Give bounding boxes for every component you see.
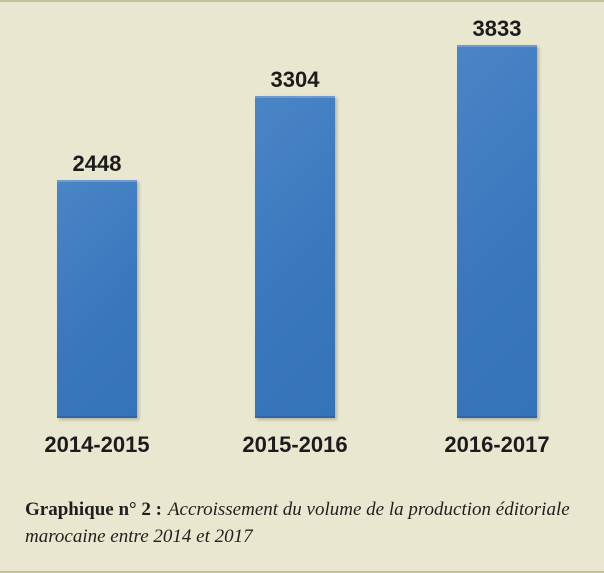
x-axis-label: 2016-2017 <box>444 432 550 457</box>
x-axis-label: 2015-2016 <box>242 432 348 457</box>
figure-caption: Graphique n° 2 : Accroissement du volume … <box>25 496 585 550</box>
bar-2016-2017 <box>457 45 537 418</box>
bar-chart: 2448 2014-2015 3304 2015-2016 3833 2016-2017 <box>44 16 550 457</box>
bar-value-label: 3833 <box>472 16 522 41</box>
bar-2014-2015 <box>57 180 137 418</box>
figure-caption-label: Graphique n° 2 : <box>25 499 162 520</box>
bar-2015-2016 <box>255 96 335 418</box>
page-border-top <box>0 0 604 2</box>
figure-caption-text-line2: marocaine entre 2014 et 2017 <box>25 526 253 547</box>
bar-value-label: 2448 <box>72 151 122 176</box>
x-axis-label: 2014-2015 <box>44 432 150 457</box>
bar-value-label: 3304 <box>270 67 320 92</box>
figure-caption-text-line1: Accroissement du volume de la production… <box>167 499 570 520</box>
page-border-bottom <box>0 571 604 573</box>
